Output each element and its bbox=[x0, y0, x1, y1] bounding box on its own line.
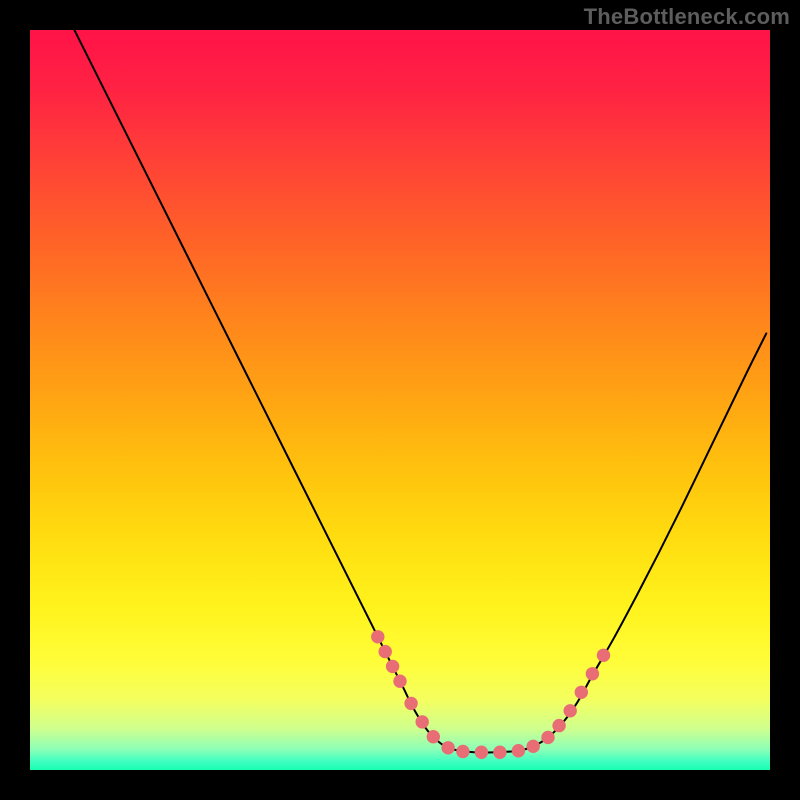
curve-marker bbox=[597, 649, 609, 661]
curve-marker bbox=[564, 705, 576, 717]
curve-marker bbox=[494, 746, 506, 758]
plot-area bbox=[30, 30, 770, 770]
curve-marker bbox=[386, 660, 398, 672]
curve-marker bbox=[442, 742, 454, 754]
curve-marker bbox=[372, 631, 384, 643]
curve-marker bbox=[575, 686, 587, 698]
curve-marker bbox=[457, 745, 469, 757]
watermark-text: TheBottleneck.com bbox=[584, 4, 790, 30]
curve-marker bbox=[542, 731, 554, 743]
curve-marker bbox=[416, 716, 428, 728]
chart-svg bbox=[30, 30, 770, 770]
curve-marker bbox=[379, 645, 391, 657]
curve-marker bbox=[394, 675, 406, 687]
curve-marker bbox=[553, 719, 565, 731]
curve-marker bbox=[527, 740, 539, 752]
curve-marker bbox=[427, 731, 439, 743]
curve-marker bbox=[586, 668, 598, 680]
chart-container: { "watermark": { "text": "TheBottleneck.… bbox=[0, 0, 800, 800]
curve-marker bbox=[512, 745, 524, 757]
bottleneck-curve bbox=[74, 30, 766, 753]
curve-marker bbox=[405, 697, 417, 709]
curve-marker bbox=[475, 746, 487, 758]
